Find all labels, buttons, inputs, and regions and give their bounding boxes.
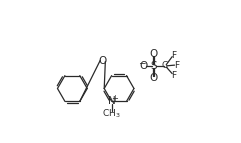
Text: O: O	[99, 56, 107, 66]
Text: N: N	[108, 96, 115, 106]
Text: C: C	[162, 61, 168, 70]
Text: O: O	[150, 73, 158, 83]
Text: F: F	[174, 61, 179, 70]
Text: F: F	[171, 51, 176, 60]
Text: O: O	[150, 49, 158, 59]
Text: CH$_3$: CH$_3$	[102, 107, 121, 120]
Text: F: F	[171, 70, 176, 80]
Text: O: O	[140, 61, 148, 71]
Text: −: −	[138, 58, 145, 67]
Text: +: +	[111, 94, 118, 103]
Text: S: S	[150, 61, 157, 71]
